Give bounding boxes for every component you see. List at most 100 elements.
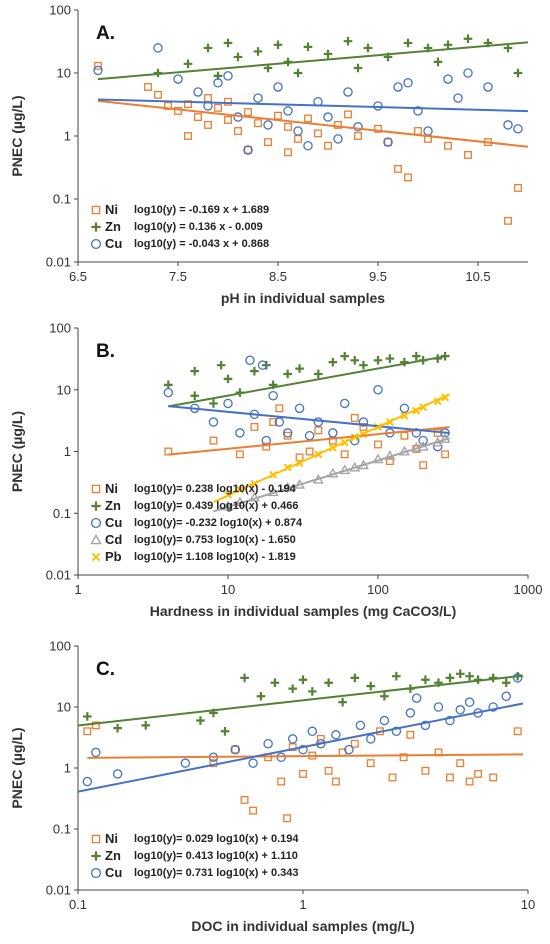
data-point-zn xyxy=(513,68,523,78)
trendline-cu xyxy=(168,405,450,435)
data-point-ni xyxy=(384,138,392,147)
data-point-ni xyxy=(284,122,292,131)
legend-marker-zn xyxy=(91,501,101,511)
data-point-cu xyxy=(355,720,366,731)
data-point-cu xyxy=(193,87,203,97)
data-point-ni xyxy=(275,404,284,413)
data-point-zn xyxy=(190,366,200,376)
x-tick-label: 1 xyxy=(299,897,306,912)
data-point-zn xyxy=(366,681,376,691)
data-point-zn xyxy=(295,364,304,373)
x-axis-label: pH in individual samples xyxy=(221,290,385,306)
x-tick-label: 9.5 xyxy=(369,269,387,284)
trendline-cd xyxy=(213,437,450,513)
data-point-ni xyxy=(269,418,278,426)
legend-label-zn: Zn xyxy=(105,219,121,234)
data-point-zn xyxy=(323,49,333,59)
data-point-cu xyxy=(433,702,444,712)
data-point-ni xyxy=(474,769,483,778)
data-point-cu xyxy=(333,134,343,144)
data-point-ni xyxy=(446,773,454,782)
data-point-ni xyxy=(94,61,102,70)
legend-label-ni: Ni xyxy=(105,202,118,217)
data-point-ni xyxy=(299,769,307,778)
x-axis-label: DOC in individual samples (mg/L) xyxy=(191,918,414,934)
data-point-ni xyxy=(244,108,252,116)
data-point-cu xyxy=(365,734,376,744)
data-point-cu xyxy=(304,430,315,441)
data-point-zn xyxy=(353,63,363,73)
legend-equation-pb: log10(y)= 1.108 log10(x) - 1.819 xyxy=(134,551,296,563)
data-point-cu xyxy=(483,82,493,92)
data-point-ni xyxy=(314,426,323,435)
data-point-zn xyxy=(380,691,389,701)
legend-label-ni: Ni xyxy=(105,481,118,496)
data-point-cu xyxy=(373,101,383,111)
data-point-ni xyxy=(399,753,408,762)
data-point-cu xyxy=(423,126,433,136)
data-point-cu xyxy=(411,428,422,438)
data-point-ni xyxy=(91,721,100,730)
data-point-cu xyxy=(153,43,163,53)
data-point-cu xyxy=(379,715,390,726)
y-tick-label: 10 xyxy=(57,700,71,715)
data-point-cu xyxy=(93,65,103,76)
data-point-ni xyxy=(324,766,333,775)
data-point-zn xyxy=(350,673,360,683)
data-point-zn xyxy=(363,43,373,53)
data-point-ni xyxy=(250,422,259,431)
data-point-zn xyxy=(196,716,205,725)
data-point-zn xyxy=(270,678,280,688)
data-point-ni xyxy=(419,461,428,470)
legend-marker-cu xyxy=(90,517,102,529)
data-point-cu xyxy=(303,141,313,151)
legend-equation-ni: log10(y) = -0.169 x + 1.689 xyxy=(134,204,269,216)
data-point-ni xyxy=(316,734,325,743)
y-tick-label: 1 xyxy=(64,761,71,776)
y-tick-label: 1 xyxy=(64,129,71,144)
legend-marker-ni xyxy=(91,834,101,844)
data-point-ni xyxy=(224,97,232,106)
data-point-ni xyxy=(240,795,249,804)
data-point-cd xyxy=(248,491,260,502)
data-point-cu xyxy=(208,417,219,427)
data-point-ni xyxy=(295,453,304,462)
data-point-cu xyxy=(513,124,523,134)
data-point-cu xyxy=(253,93,263,103)
data-point-cu xyxy=(163,387,174,398)
legend-marker-cu xyxy=(90,238,102,250)
data-point-zn xyxy=(359,360,368,370)
data-point-ni xyxy=(214,103,222,112)
data-point-ni xyxy=(305,447,314,456)
data-point-cu xyxy=(393,82,403,92)
trendline-cu xyxy=(77,702,524,793)
data-point-cu xyxy=(344,744,354,755)
data-point-zn xyxy=(338,697,347,707)
data-point-ni xyxy=(262,442,271,451)
data-point-zn xyxy=(445,673,455,683)
trendline-pb xyxy=(213,393,450,503)
data-point-zn xyxy=(233,52,243,62)
legend-marker-zn xyxy=(91,222,101,232)
legend-marker-cd xyxy=(90,533,102,545)
data-point-ni xyxy=(283,814,292,823)
x-tick-label: 1 xyxy=(74,582,81,597)
data-point-ni xyxy=(366,759,375,768)
data-point-cu xyxy=(383,137,393,147)
data-point-cu xyxy=(223,398,233,409)
data-point-cu xyxy=(391,726,402,737)
data-point-ni xyxy=(504,216,512,225)
data-point-zn xyxy=(350,355,360,365)
data-point-ni xyxy=(264,138,272,147)
data-point-zn xyxy=(373,355,383,365)
legend-marker-ni xyxy=(91,484,101,494)
data-point-ni xyxy=(294,134,302,143)
x-tick-label: 0.1 xyxy=(69,897,87,912)
legend-label-cd: Cd xyxy=(105,532,122,547)
trendline-ni xyxy=(168,426,450,456)
data-point-cu xyxy=(455,705,466,715)
data-point-zn xyxy=(501,678,511,688)
data-point-cu xyxy=(243,145,253,155)
data-point-ni xyxy=(456,759,465,768)
panel-label: B. xyxy=(96,341,115,362)
